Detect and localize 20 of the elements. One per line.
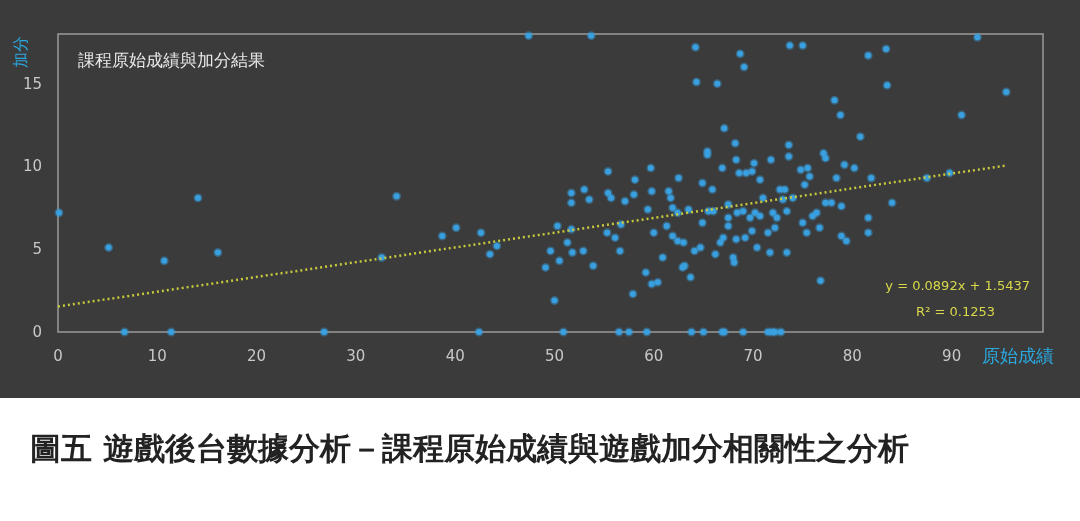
annotation: y = 0.0892x + 1.5437 <box>885 278 1030 293</box>
x-tick-label: 40 <box>445 347 465 365</box>
x-tick-label: 90 <box>942 347 962 365</box>
x-tick-label: 30 <box>346 347 366 365</box>
y-tick-label: 15 <box>22 74 42 93</box>
x-axis-title: 原始成績 <box>982 345 1054 366</box>
x-tick-label: 50 <box>544 347 565 365</box>
x-tick-label: 0 <box>53 347 63 365</box>
x-tick-label: 20 <box>247 347 267 365</box>
x-tick-label: 60 <box>644 347 664 365</box>
y-tick-label: 0 <box>32 323 42 341</box>
text: 課程原始成績與加分結果 <box>78 50 265 70</box>
annotation: R² = 0.1253 <box>916 304 995 319</box>
x-tick-label: 10 <box>147 347 167 365</box>
y-tick-label: 5 <box>32 240 42 259</box>
y-tick-label: 10 <box>22 157 42 176</box>
y-axis-title: 加分 <box>11 36 30 68</box>
text: 圖五 遊戲後台數據分析－課程原始成績與遊戲加分相關性之分析 <box>30 429 910 468</box>
x-tick-label: 80 <box>842 347 862 365</box>
x-tick-label: 70 <box>743 347 763 365</box>
